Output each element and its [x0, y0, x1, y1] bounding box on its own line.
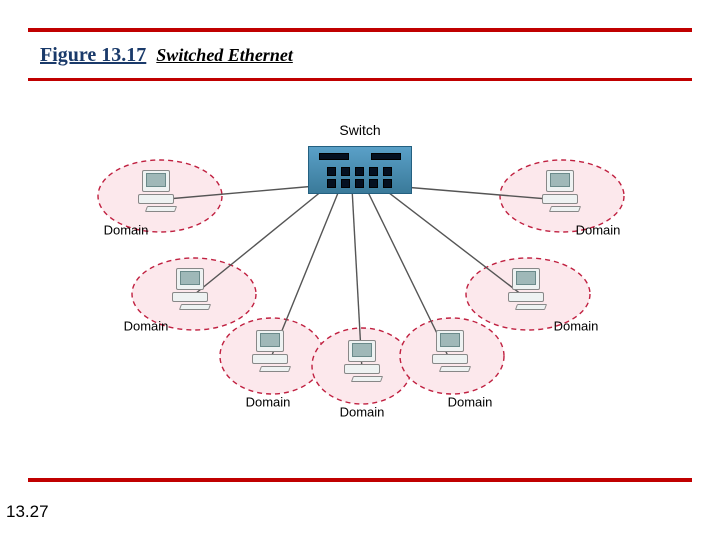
figure-heading: Figure 13.17 Switched Ethernet — [40, 44, 293, 67]
computer-icon — [250, 330, 290, 372]
domain-label: Domain — [448, 395, 493, 410]
computer-icon — [170, 268, 210, 310]
page-number: 13.27 — [6, 502, 49, 522]
rule-bottom — [28, 478, 692, 482]
computer-icon — [136, 170, 176, 212]
domain-label: Domain — [576, 223, 621, 238]
rule-top — [28, 28, 692, 32]
domain-label: Domain — [124, 319, 169, 334]
computer-icon — [342, 340, 382, 382]
figure-title: Switched Ethernet — [156, 45, 293, 66]
domain-label: Domain — [340, 405, 385, 420]
computer-icon — [540, 170, 580, 212]
computer-icon — [430, 330, 470, 372]
figure-label: Figure 13.17 — [40, 44, 146, 67]
switch-label: Switch — [339, 122, 380, 138]
domain-label: Domain — [246, 395, 291, 410]
switched-ethernet-diagram: Switch Domain Domain Domain Domain Domain Dom… — [90, 108, 630, 428]
domain-label: Domain — [554, 319, 599, 334]
domain-label: Domain — [104, 223, 149, 238]
switch-icon — [308, 146, 412, 194]
computer-icon — [506, 268, 546, 310]
rule-mid — [28, 78, 692, 81]
